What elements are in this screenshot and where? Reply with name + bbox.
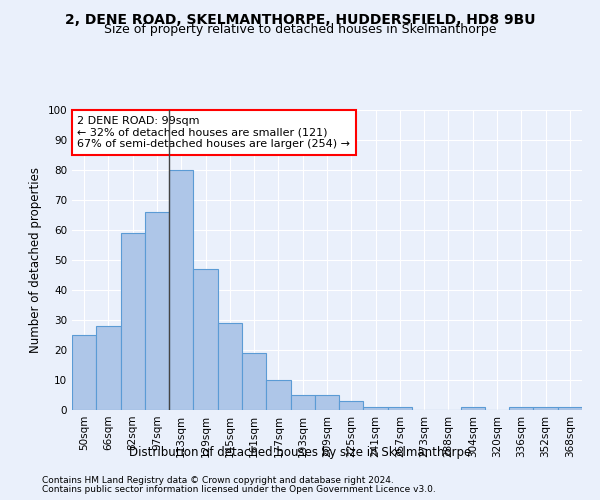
Bar [242,353,266,410]
Bar [388,407,412,410]
Text: Size of property relative to detached houses in Skelmanthorpe: Size of property relative to detached ho… [104,22,496,36]
Bar [509,407,533,410]
Bar [558,407,582,410]
Text: Distribution of detached houses by size in Skelmanthorpe: Distribution of detached houses by size … [129,446,471,459]
Text: 2, DENE ROAD, SKELMANTHORPE, HUDDERSFIELD, HD8 9BU: 2, DENE ROAD, SKELMANTHORPE, HUDDERSFIEL… [65,12,535,26]
Bar [72,335,96,410]
Bar [121,233,145,410]
Bar [533,407,558,410]
Bar [364,407,388,410]
Bar [315,395,339,410]
Bar [193,269,218,410]
Y-axis label: Number of detached properties: Number of detached properties [29,167,42,353]
Bar [169,170,193,410]
Text: 2 DENE ROAD: 99sqm
← 32% of detached houses are smaller (121)
67% of semi-detach: 2 DENE ROAD: 99sqm ← 32% of detached hou… [77,116,350,149]
Bar [290,395,315,410]
Bar [145,212,169,410]
Bar [339,401,364,410]
Bar [96,326,121,410]
Text: Contains public sector information licensed under the Open Government Licence v3: Contains public sector information licen… [42,485,436,494]
Bar [266,380,290,410]
Text: Contains HM Land Registry data © Crown copyright and database right 2024.: Contains HM Land Registry data © Crown c… [42,476,394,485]
Bar [218,323,242,410]
Bar [461,407,485,410]
